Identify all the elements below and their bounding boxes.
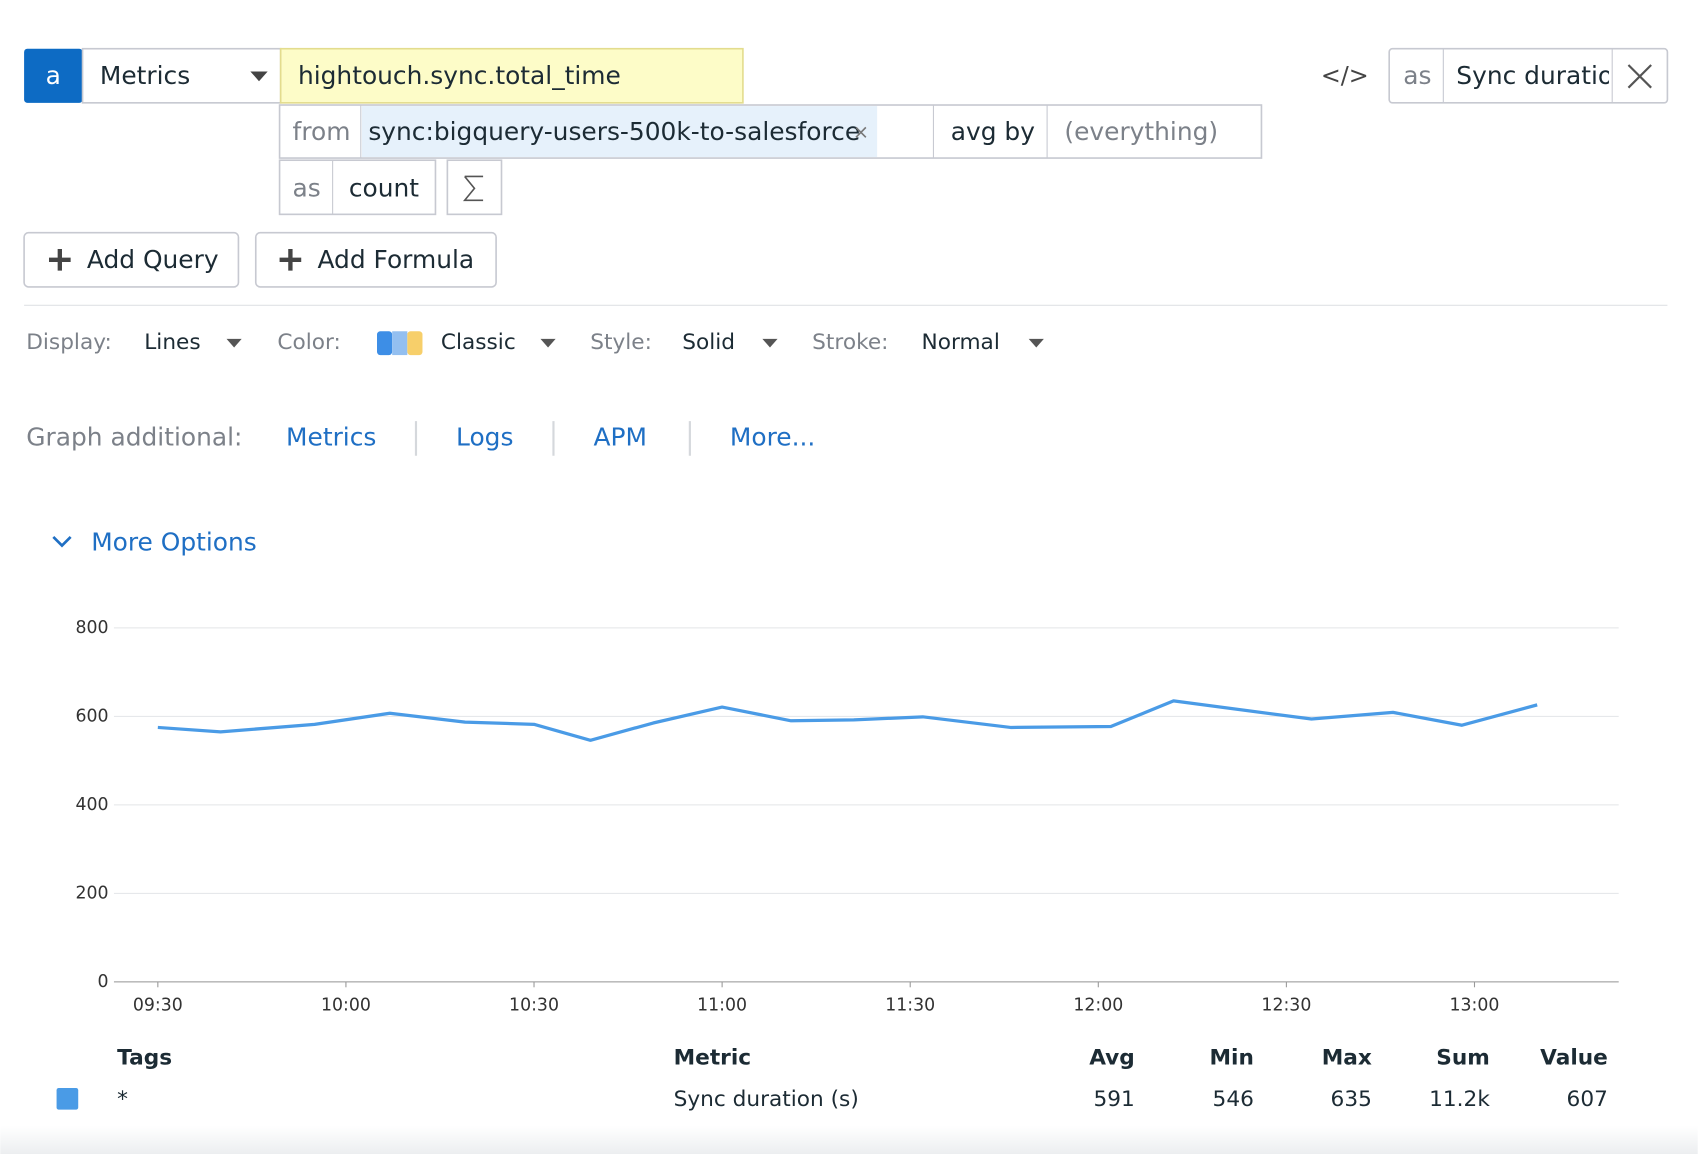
link[interactable]: Metrics — [286, 422, 376, 451]
add-query-button[interactable] — [23, 231, 240, 288]
option-label: Display: — [26, 330, 111, 355]
table-header: Max — [1322, 1046, 1372, 1071]
option-value[interactable]: Classic — [441, 330, 516, 355]
table-cell: 546 — [1213, 1087, 1254, 1112]
option-value[interactable]: Lines — [144, 330, 200, 355]
plus-icon — [48, 248, 71, 271]
rollup-label: as — [293, 173, 321, 202]
button-label: Add Formula — [317, 245, 474, 274]
filter: sync:bigquery-users-500k-to-salesforce — [368, 117, 860, 146]
sigma-icon — [462, 175, 484, 202]
x-tick-label: 12:30 — [1261, 996, 1311, 1016]
legend-swatch — [56, 1087, 79, 1110]
filter-chip[interactable] — [361, 106, 878, 157]
metric: hightouch.sync.total_time — [298, 61, 621, 90]
option-label: Stroke: — [812, 330, 888, 355]
from-label: from — [293, 117, 351, 146]
table-cell: 607 — [1567, 1087, 1608, 1112]
carets — [226, 338, 1044, 348]
x-tick-label: 12:00 — [1073, 996, 1123, 1016]
metric-input[interactable] — [279, 47, 744, 104]
query-letter-badge[interactable] — [24, 48, 83, 103]
table-cell: 635 — [1331, 1087, 1372, 1112]
option-value[interactable]: Solid — [682, 330, 735, 355]
table-header: Value — [1540, 1046, 1608, 1071]
link[interactable]: APM — [594, 422, 647, 451]
code-icon[interactable]: </> — [1321, 61, 1369, 89]
table-header: Sum — [1436, 1046, 1490, 1071]
link[interactable]: More... — [730, 422, 815, 451]
palette-icon — [377, 331, 423, 356]
y-tick-label: 600 — [75, 706, 108, 726]
x-tick-label: 10:00 — [321, 996, 371, 1016]
add-formula-button[interactable] — [254, 231, 497, 288]
alias: Sync duration (s) — [1456, 61, 1669, 90]
graph-additional-label: Graph additional: — [26, 422, 242, 451]
chevron-icon[interactable] — [52, 535, 72, 548]
x-tick-label: 11:00 — [697, 996, 747, 1016]
table-cell: 11.2k — [1429, 1087, 1490, 1112]
table-header: Tags — [117, 1046, 172, 1071]
query-letter: a — [46, 61, 61, 90]
alias-box[interactable] — [1388, 47, 1669, 104]
table-header: Avg — [1089, 1046, 1135, 1071]
table-cell: Sync duration (s) — [674, 1087, 859, 1112]
alias-label: as — [1403, 61, 1431, 90]
x-tick-label: 10:30 — [509, 996, 559, 1016]
table-header: Metric — [674, 1046, 751, 1071]
option-label: Color: — [277, 330, 340, 355]
caret — [250, 71, 268, 82]
source: Metrics — [100, 61, 190, 90]
remove-icon[interactable]: × — [853, 121, 869, 144]
group-placeholder[interactable]: (everything) — [1064, 117, 1218, 146]
rollup-box[interactable] — [278, 159, 437, 216]
close-icon[interactable] — [1627, 64, 1652, 89]
plus-icon — [279, 248, 302, 271]
y-tick-label: 200 — [75, 883, 108, 903]
y-tick-label: 0 — [98, 972, 109, 992]
option-label: Style: — [590, 330, 652, 355]
y-tick-label: 400 — [75, 795, 108, 815]
chart: 0 200 400 600 800 09:30 10:00 10:30 11:00 11:30 12… — [75, 618, 1619, 1016]
bottom-shadow — [0, 1125, 1698, 1154]
rollup: count — [349, 173, 419, 202]
group-label: avg by — [951, 117, 1035, 146]
x-tick-label: 09:30 — [133, 996, 183, 1016]
x-tick-label: 11:30 — [885, 996, 935, 1016]
link[interactable]: Logs — [456, 422, 513, 451]
more-options[interactable]: More Options — [91, 527, 257, 556]
link-separators — [414, 421, 691, 456]
series-line — [157, 699, 1538, 742]
table-cell: 591 — [1093, 1087, 1134, 1112]
table-cell: * — [117, 1087, 128, 1112]
button-label: Add Query — [87, 245, 219, 274]
y-tick-label: 800 — [75, 618, 108, 638]
option-value[interactable]: Normal — [922, 330, 1000, 355]
x-tick-label: 13:00 — [1450, 996, 1500, 1016]
table-header: Min — [1210, 1046, 1254, 1071]
